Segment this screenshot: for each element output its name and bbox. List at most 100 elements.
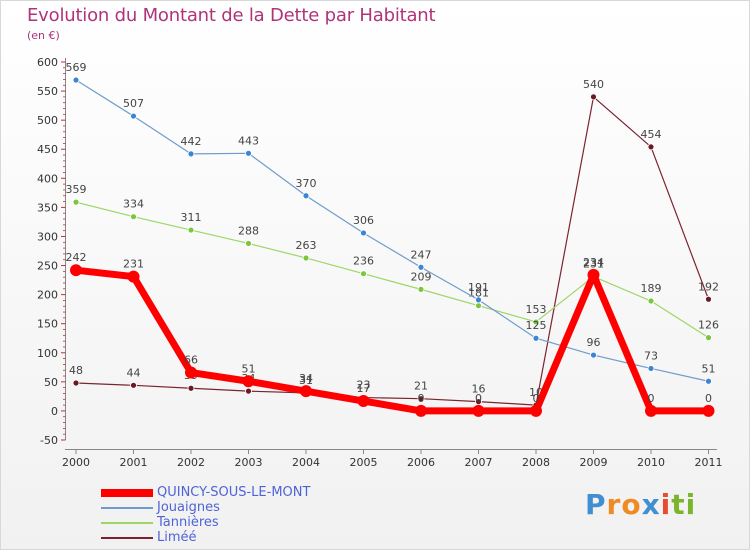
data-point [72, 379, 80, 387]
y-tick-label: 550 [37, 85, 58, 98]
data-label: 370 [296, 177, 317, 190]
data-point [472, 404, 485, 417]
logo-letter: o [621, 488, 642, 521]
data-point [302, 254, 310, 262]
data-point [705, 334, 712, 342]
data-label: 34 [299, 372, 313, 385]
logo-letter: P [585, 488, 607, 521]
data-point [130, 112, 137, 120]
data-label: 192 [698, 280, 719, 293]
x-tick-label: 2000 [62, 456, 90, 469]
data-point [72, 198, 80, 206]
y-tick-label: 250 [37, 260, 58, 273]
data-point [302, 192, 310, 200]
data-point [417, 285, 425, 293]
data-label: 334 [123, 198, 144, 211]
data-point [475, 398, 482, 406]
y-tick-label: 300 [37, 230, 58, 243]
data-label: 31 [299, 374, 313, 387]
x-tick-label: 2004 [292, 456, 320, 469]
data-label: 231 [123, 258, 144, 271]
data-label: 66 [184, 354, 198, 367]
data-label: 189 [641, 282, 662, 295]
data-label: 234 [583, 256, 604, 269]
data-label: 23 [357, 379, 371, 392]
y-tick-label: 100 [37, 347, 58, 360]
series-line [75, 96, 710, 406]
y-tick-label: 200 [37, 289, 58, 302]
data-label: 540 [583, 78, 604, 91]
data-label: 247 [411, 248, 432, 261]
data-point [245, 387, 252, 395]
data-point [705, 295, 712, 303]
data-label: 48 [69, 364, 83, 377]
data-label: 0 [475, 392, 482, 405]
data-point [705, 377, 712, 385]
series-line [75, 201, 710, 339]
data-label: 242 [66, 251, 87, 264]
y-tick-label: 150 [37, 318, 58, 331]
legend-label: Liméé [157, 530, 197, 545]
data-point [702, 404, 715, 417]
data-point [242, 375, 255, 388]
data-point [417, 263, 425, 271]
y-tick-label: 50 [44, 376, 58, 389]
chart-title: Evolution du Montant de la Dette par Hab… [27, 5, 436, 26]
data-point [475, 302, 482, 310]
data-point [127, 270, 140, 283]
x-tick-label: 2005 [350, 456, 378, 469]
proxiti-logo: Proxiti [585, 488, 696, 521]
data-label: 153 [526, 303, 547, 316]
y-tick-label: 600 [37, 56, 58, 69]
data-point [415, 404, 427, 417]
legend-label: Tannières [157, 515, 219, 530]
data-point [360, 270, 367, 278]
x-tick-label: 2009 [580, 456, 608, 469]
data-label: 311 [181, 211, 202, 224]
data-point [360, 229, 367, 237]
data-point [187, 384, 195, 392]
x-tick-label: 2011 [695, 456, 723, 469]
series-line [72, 266, 712, 415]
x-tick-label: 2007 [465, 456, 493, 469]
logo-letter: t [671, 488, 686, 521]
data-label: 263 [296, 239, 317, 252]
data-point [532, 318, 540, 326]
data-point [300, 385, 312, 398]
data-label: 442 [181, 135, 202, 148]
data-point [475, 296, 482, 304]
data-point [590, 93, 597, 101]
logo-letter: i [660, 488, 672, 521]
data-label: 191 [468, 281, 489, 294]
data-point [245, 149, 252, 157]
data-point [357, 395, 370, 408]
legend-label: QUINCY-SOUS-LE-MONT [157, 485, 311, 500]
x-tick-label: 2002 [177, 456, 205, 469]
legend-swatch [101, 489, 153, 497]
data-point [590, 351, 597, 359]
data-point [647, 297, 655, 305]
data-label: 359 [66, 183, 87, 196]
series-line [75, 79, 710, 382]
logo-letter: r [606, 488, 622, 521]
data-point [185, 366, 197, 379]
data-point [70, 264, 82, 277]
data-label: 0 [705, 392, 712, 405]
data-label: 288 [238, 224, 259, 237]
legend-label: Jouaignes [157, 500, 220, 515]
data-label: 0 [418, 392, 425, 405]
data-label: 209 [411, 270, 432, 283]
data-label: 16 [472, 383, 486, 396]
chart-subtitle: (en €) [27, 29, 60, 42]
legend-swatch [101, 507, 153, 509]
data-label: 96 [587, 336, 601, 349]
data-label: 51 [702, 362, 716, 375]
y-tick-label: 500 [37, 114, 58, 127]
data-point [417, 395, 425, 403]
logo-letter: i [685, 488, 697, 521]
data-label: 236 [353, 255, 374, 268]
data-point [187, 150, 195, 158]
data-label: 51 [242, 362, 256, 375]
